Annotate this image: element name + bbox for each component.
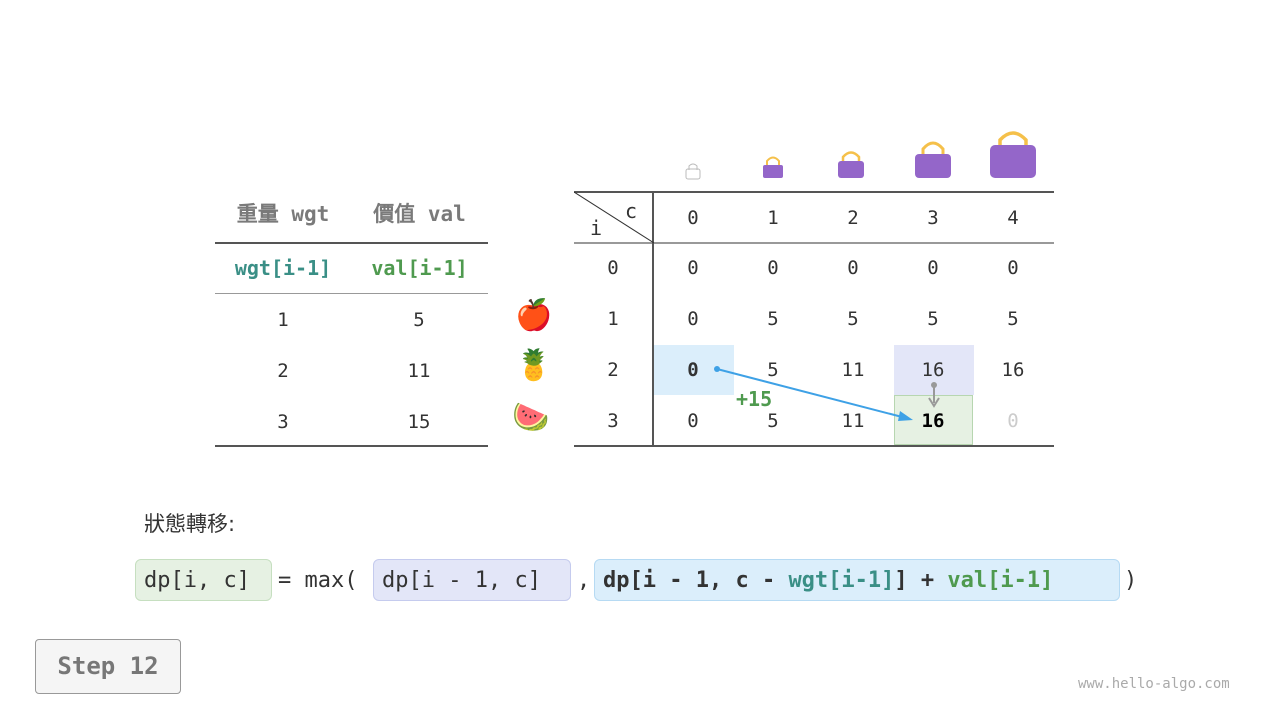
table-bottom-border <box>574 445 1054 447</box>
table-vertical-border <box>652 192 654 446</box>
header-weight: 重量 wgt <box>236 202 330 226</box>
formula-comma: , <box>577 568 591 593</box>
empty-bag-icon <box>685 163 701 180</box>
formula-close: ) <box>1124 568 1138 593</box>
corner-c: c <box>624 199 638 223</box>
dp-cell: 11 <box>841 410 865 432</box>
col-header: 4 <box>1007 207 1019 229</box>
corner-i: i <box>589 216 603 240</box>
dp-cell: 0 <box>847 257 859 279</box>
apple-icon: 🍎 <box>515 298 553 333</box>
dp-cell: 0 <box>687 359 699 381</box>
row-header: 1 <box>607 308 619 330</box>
dp-cell: 0 <box>1007 257 1019 279</box>
table-top-border <box>574 191 1054 193</box>
step-button[interactable]: Step 12 <box>35 639 181 694</box>
dp-cell: 0 <box>1007 410 1019 432</box>
dp-cell: 16 <box>921 410 945 432</box>
dp-cell: 0 <box>687 410 699 432</box>
divider <box>215 242 488 244</box>
col-header: 2 <box>847 207 859 229</box>
dp-cell: 11 <box>841 359 865 381</box>
opt2-val: val[i-1] <box>947 568 1054 593</box>
bag-icon <box>838 151 864 178</box>
value-annotation: +15 <box>736 387 773 411</box>
dp-cell: 5 <box>927 308 939 330</box>
row-header: 3 <box>607 410 619 432</box>
bag-icon <box>915 141 951 178</box>
val-cell: 11 <box>407 360 431 382</box>
row-header: 0 <box>607 257 619 279</box>
wgt-cell: 2 <box>277 360 289 382</box>
header-value: 價值 val <box>373 202 466 226</box>
formula-max: = max( <box>278 568 358 593</box>
down-arrow-head <box>928 397 940 408</box>
val-cell: 5 <box>413 309 425 331</box>
dp-cell: 0 <box>687 308 699 330</box>
formula-option-1: dp[i - 1, c] <box>373 559 571 601</box>
col-header: 0 <box>687 207 699 229</box>
dp-cell: 0 <box>927 257 939 279</box>
val-cell: 15 <box>407 411 431 433</box>
subheader-wgt: wgt[i-1] <box>234 256 332 280</box>
bag-icon <box>763 156 783 178</box>
formula-lhs: dp[i, c] <box>135 559 272 601</box>
dp-cell: 0 <box>767 257 779 279</box>
divider <box>215 445 488 447</box>
subheader-val: val[i-1] <box>371 256 468 280</box>
watermelon-icon: 🍉 <box>512 400 550 435</box>
dp-cell: 5 <box>767 308 779 330</box>
formula-option-2: dp[i - 1, c - wgt[i-1]] + val[i-1] <box>594 559 1120 601</box>
arrow-head <box>898 411 913 421</box>
dp-cell: 0 <box>687 257 699 279</box>
col-header: 3 <box>927 207 939 229</box>
row-header: 2 <box>607 359 619 381</box>
formula-label: 狀態轉移: <box>144 512 236 536</box>
watermark: www.hello-algo.com <box>1078 676 1230 692</box>
transition-arrow <box>716 368 907 419</box>
table-header-border <box>574 242 1054 244</box>
wgt-cell: 3 <box>277 411 289 433</box>
opt2-wgt: wgt[i-1] <box>788 568 895 593</box>
wgt-cell: 1 <box>277 309 289 331</box>
dp-cell: 16 <box>921 359 945 381</box>
dp-cell: 5 <box>1007 308 1019 330</box>
dp-cell: 5 <box>767 359 779 381</box>
divider <box>215 293 488 294</box>
opt2-part: ] + <box>894 568 948 593</box>
pineapple-icon: 🍍 <box>515 348 553 383</box>
opt2-part: dp[i - 1, c - <box>603 568 789 593</box>
dp-cell: 5 <box>767 410 779 432</box>
dp-cell: 5 <box>847 308 859 330</box>
bag-icon <box>990 131 1036 178</box>
dp-cell: 16 <box>1001 359 1025 381</box>
corner-diagonal <box>574 192 654 244</box>
col-header: 1 <box>767 207 779 229</box>
